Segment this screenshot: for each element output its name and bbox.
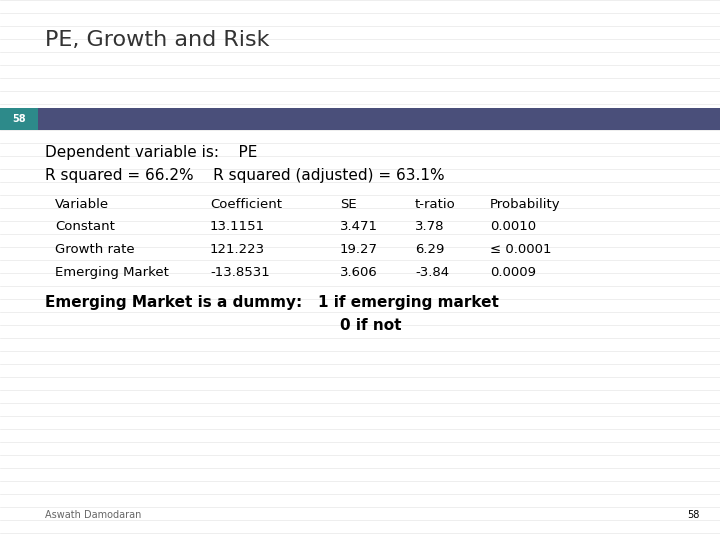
Text: 13.1151: 13.1151	[210, 220, 265, 233]
Bar	[0, 108, 38, 130]
Text: Dependent variable is:    PE: Dependent variable is: PE	[45, 145, 257, 160]
Bar	[0, 108, 720, 130]
Text: 3.606: 3.606	[340, 266, 378, 279]
Text: -3.84: -3.84	[415, 266, 449, 279]
Text: 0 if not: 0 if not	[340, 318, 402, 333]
Text: 0.0010: 0.0010	[490, 220, 536, 233]
Text: Growth rate: Growth rate	[55, 243, 135, 256]
Text: 121.223: 121.223	[210, 243, 265, 256]
Text: SE: SE	[340, 198, 356, 211]
Text: R squared = 66.2%    R squared (adjusted) = 63.1%: R squared = 66.2% R squared (adjusted) =…	[45, 168, 445, 183]
Text: Variable: Variable	[55, 198, 109, 211]
Text: 58: 58	[12, 114, 26, 124]
Text: Coefficient: Coefficient	[210, 198, 282, 211]
Text: 3.471: 3.471	[340, 220, 378, 233]
Text: Constant: Constant	[55, 220, 115, 233]
Text: PE, Growth and Risk: PE, Growth and Risk	[45, 30, 269, 50]
Text: Probability: Probability	[490, 198, 561, 211]
Text: Emerging Market: Emerging Market	[55, 266, 169, 279]
Text: Emerging Market is a dummy:   1 if emerging market: Emerging Market is a dummy: 1 if emergin…	[45, 295, 499, 310]
Text: 19.27: 19.27	[340, 243, 378, 256]
Text: Aswath Damodaran: Aswath Damodaran	[45, 510, 141, 520]
Text: 3.78: 3.78	[415, 220, 444, 233]
Text: -13.8531: -13.8531	[210, 266, 270, 279]
Text: 6.29: 6.29	[415, 243, 444, 256]
Text: 58: 58	[688, 510, 700, 520]
Text: ≤ 0.0001: ≤ 0.0001	[490, 243, 552, 256]
Text: 0.0009: 0.0009	[490, 266, 536, 279]
Text: t-ratio: t-ratio	[415, 198, 456, 211]
